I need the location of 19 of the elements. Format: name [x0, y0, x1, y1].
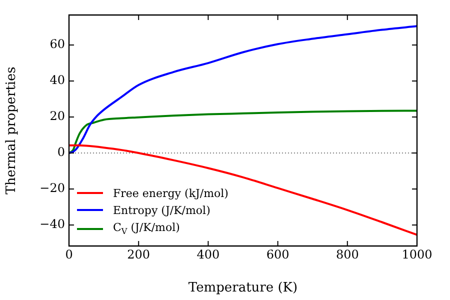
x-tick-label: 600 — [266, 247, 290, 262]
x-tick-label: 200 — [127, 247, 150, 262]
legend-label: Entropy (J/K/mol) — [113, 202, 210, 219]
x-tick-label: 1000 — [402, 247, 432, 262]
line-series — [69, 110, 417, 154]
line-series — [69, 144, 417, 236]
y-tick-label: −40 — [40, 217, 65, 232]
x-tick-label: 400 — [196, 247, 220, 262]
y-tick-label: 20 — [50, 109, 65, 124]
y-tick-label: 0 — [57, 145, 65, 160]
x-tick-label: 800 — [336, 247, 359, 262]
y-axis-title: Thermal properties — [4, 66, 20, 194]
y-tick-label: −20 — [40, 181, 65, 196]
x-axis-title: Temperature (K) — [188, 280, 298, 296]
y-tick-label: 40 — [50, 73, 65, 88]
line-series — [69, 25, 417, 154]
y-tick-label: 60 — [50, 37, 65, 52]
legend-label: C$_{V}$ (J/K/mol) — [113, 220, 180, 238]
legend-label: Free energy (kJ/mol) — [113, 186, 228, 202]
